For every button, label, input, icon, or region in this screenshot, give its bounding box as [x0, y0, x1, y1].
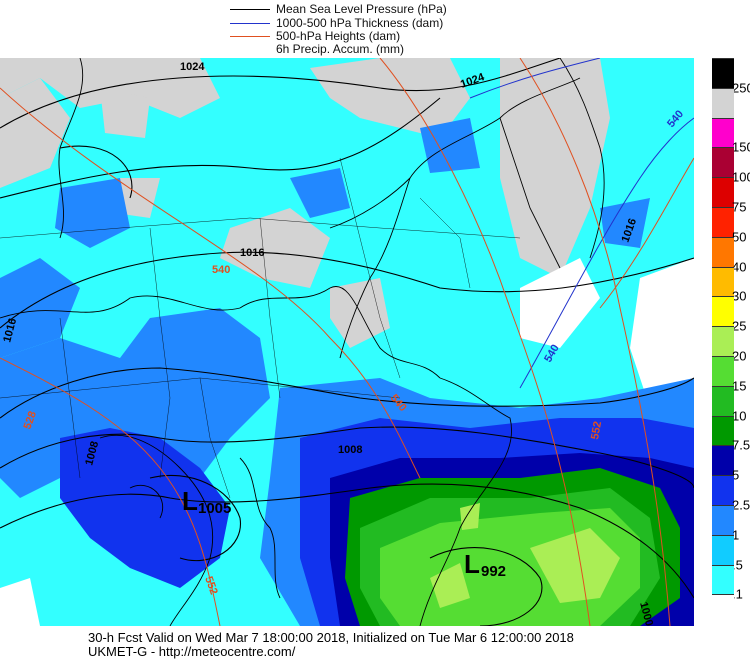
legend-label: Mean Sea Level Pressure (hPa): [276, 2, 447, 16]
colorbar-label: .1: [732, 586, 743, 602]
colorbar-segment: [712, 385, 734, 416]
colorbar-label: 40: [732, 259, 747, 275]
isobar-label: 1000: [637, 601, 655, 626]
colorbar-label: 5: [732, 467, 740, 483]
colorbar-label: 1: [732, 527, 740, 543]
legend-label: 500-hPa Heights (dam): [276, 29, 401, 43]
colorbar-segment: [712, 594, 734, 625]
heights-line-swatch: [230, 35, 270, 37]
colorbar-label: 150: [732, 139, 750, 155]
precip-20mm-area: [460, 503, 480, 530]
precip-1mm-area: [600, 198, 650, 248]
precip-trace-area: [500, 58, 610, 278]
colorbar-segment: [712, 415, 734, 446]
forecast-valid-line: 30-h Fcst Valid on Wed Mar 7 18:00:00 20…: [88, 630, 574, 645]
colorbar-label: 15: [732, 378, 747, 394]
height-label: 552: [202, 575, 220, 596]
thickness-line-swatch: [230, 22, 270, 24]
low-center-mark: L: [464, 549, 480, 579]
colorbar-label: 50: [732, 229, 747, 245]
colorbar-segment: [712, 58, 734, 88]
precip-trace-area: [310, 58, 470, 138]
precip-1mm-area: [0, 258, 80, 358]
precip-trace-area: [0, 78, 70, 188]
colorbar-segment: [712, 177, 734, 207]
legend-label: 1000-500 hPa Thickness (dam): [276, 16, 444, 30]
colorbar-segment: [712, 147, 734, 178]
precip-none-area: [520, 258, 600, 348]
map-svg: 1024 1024 1016 1016 1016 1008 1008 1000 …: [0, 58, 694, 626]
colorbar-segment: [712, 87, 734, 118]
legend-item-thickness: 1000-500 hPa Thickness (dam): [230, 16, 443, 30]
coastlines: [0, 58, 605, 626]
height-lines: [0, 58, 694, 626]
colorbar-segment: [712, 296, 734, 327]
mslp-line-swatch: [230, 8, 270, 10]
low-center-mark: L: [182, 486, 198, 516]
colorbar-label: 10: [732, 408, 747, 424]
colorbar-label: 2.5: [732, 497, 750, 513]
legend-item-mslp: Mean Sea Level Pressure (hPa): [230, 2, 447, 16]
thickness-lines: [469, 58, 694, 389]
colorbar-segment: [712, 236, 734, 267]
colorbar-segment: [712, 564, 734, 595]
precip-none-area: [0, 578, 40, 626]
colorbar-segment: [712, 266, 734, 297]
colorbar-segment: [712, 117, 734, 148]
colorbar-segment: [712, 475, 734, 505]
low-center-value: 1005: [198, 500, 231, 517]
isobar-label: 1024: [180, 61, 205, 73]
height-label: 528: [22, 410, 40, 431]
footer: 30-h Fcst Valid on Wed Mar 7 18:00:00 20…: [0, 628, 750, 659]
precip-1mm-area: [55, 178, 130, 248]
colorbar-label: 100: [732, 169, 750, 185]
colorbar-segment: [712, 505, 734, 535]
precip-trace-area: [115, 178, 160, 218]
admin-borders: [0, 157, 521, 499]
legend-label: 6h Precip. Accum. (mm): [276, 42, 405, 56]
colorbar-label: 250: [732, 80, 750, 96]
colorbar-segment: [712, 207, 734, 237]
precip-20mm-area: [530, 528, 620, 603]
precip-colorbar: 250 150 100 75 50 40 30 25 20 15 10 7.5 5 2.5 1 .5 .1: [708, 58, 750, 626]
source-line: UKMET-G - http://meteocentre.com/: [88, 644, 296, 659]
isobars: [0, 58, 694, 626]
colorbar-label: 75: [732, 199, 747, 215]
colorbar-segment: [712, 445, 734, 476]
precip-none-area: [630, 258, 694, 408]
colorbar-label: 25: [732, 318, 747, 334]
colorbar-label: 20: [732, 348, 747, 364]
colorbar-label: .5: [732, 557, 743, 573]
forecast-map: 1024 1024 1016 1016 1016 1008 1008 1000 …: [0, 58, 694, 626]
legend-item-heights: 500-hPa Heights (dam): [230, 29, 400, 43]
low-center-value: 992: [481, 563, 506, 580]
colorbar-segment: [712, 326, 734, 356]
isobar-label: 1016: [240, 247, 264, 259]
colorbar-segment: [712, 356, 734, 386]
precip-trace-area: [100, 88, 150, 138]
height-label: 552: [589, 420, 604, 440]
legend: Mean Sea Level Pressure (hPa) 1000-500 h…: [0, 0, 750, 58]
isobar-label: 1008: [338, 444, 362, 456]
precip-1mm-area: [290, 168, 350, 218]
colorbar-segment: [712, 534, 734, 565]
colorbar-label: 30: [732, 288, 747, 304]
precip-2-5mm-area: [60, 428, 230, 588]
precip-trace-area: [0, 58, 220, 118]
colorbar-label: 7.5: [732, 437, 750, 453]
height-label: 540: [212, 264, 230, 276]
legend-item-precip: 6h Precip. Accum. (mm): [230, 42, 404, 56]
